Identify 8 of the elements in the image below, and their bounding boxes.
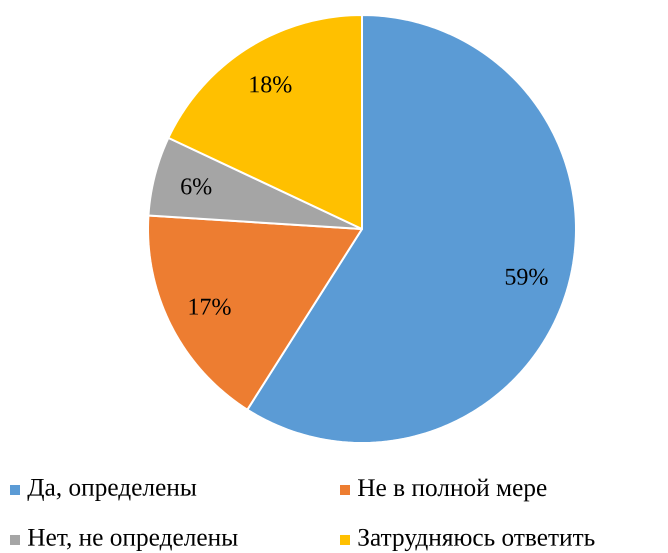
data-label: 59%: [506, 268, 548, 285]
legend-label: Не в полной мере: [358, 478, 546, 502]
data-label: 6%: [181, 178, 212, 195]
legend-label: Нет, не определены: [28, 529, 238, 551]
legend-label: Затрудняюсь ответить: [358, 528, 594, 552]
data-label: 18%: [250, 76, 292, 93]
data-label: 17%: [190, 298, 231, 315]
legend-label: Да, определены: [27, 479, 196, 501]
